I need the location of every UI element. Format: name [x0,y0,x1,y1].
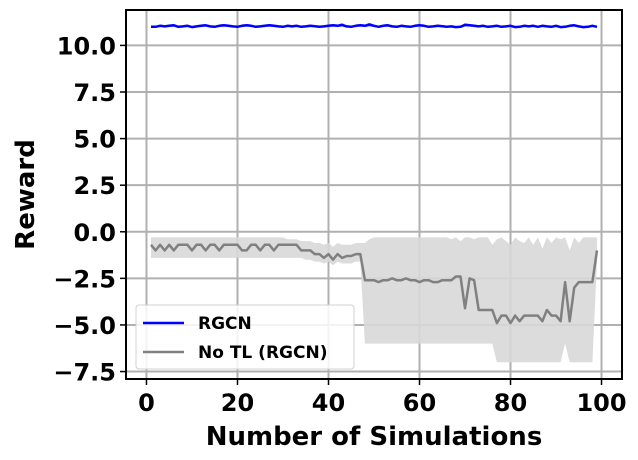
legend-box [135,304,355,370]
band-no-tl-rgcn [151,237,597,363]
y-tick-label: −2.5 [53,265,116,293]
y-tick-label: −7.5 [53,359,116,387]
x-tick-label: 80 [494,389,527,417]
y-tick-label: 2.5 [73,172,116,200]
x-axis-label: Number of Simulations [206,422,543,452]
x-tick-label: 60 [403,389,436,417]
x-tick-label: 20 [221,389,254,417]
x-tick-label: 40 [312,389,345,417]
y-axis-label: Reward [11,139,41,250]
x-tick-label: 100 [576,389,626,417]
y-tick-label: 10.0 [57,32,116,60]
y-tick-label: 0.0 [73,219,116,247]
line-no-tl-rgcn [150,243,599,325]
axis-ticks: 0 20 40 60 80 100 −7.5 −5.0 −2.5 0.0 2.5 5.0 7.5 10.0 [53,32,626,417]
y-tick-label: −5.0 [53,312,116,340]
line-rgcn [151,23,598,29]
y-tick-label: 5.0 [73,126,116,154]
grid-lines [126,10,622,379]
legend: RGCN No TL (RGCN) [135,304,355,370]
series-lines [150,23,599,325]
y-tick-label: 7.5 [73,79,116,107]
legend-label-no-tl-rgcn: No TL (RGCN) [198,343,327,363]
x-tick-label: 0 [138,389,155,417]
plot-frame [125,9,623,380]
legend-label-rgcn: RGCN [198,314,252,334]
